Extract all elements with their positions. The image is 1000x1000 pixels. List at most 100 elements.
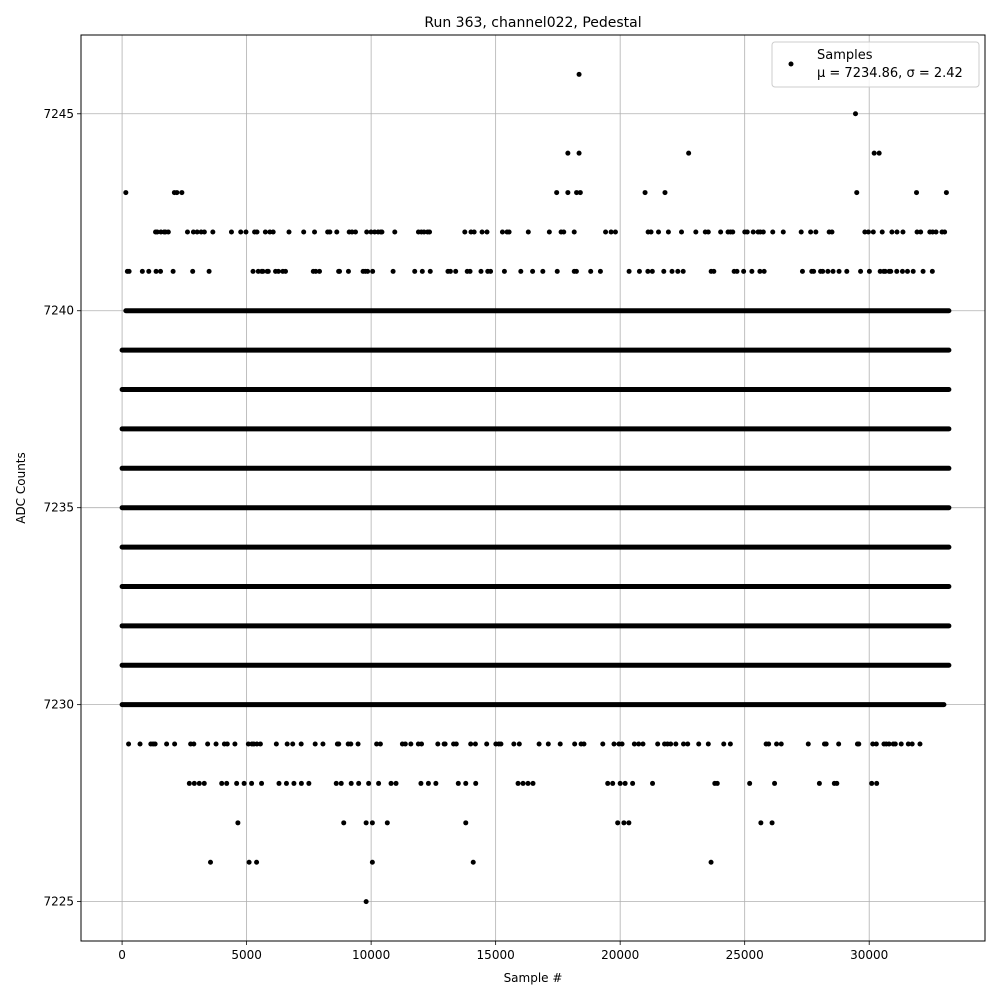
data-point <box>834 780 840 786</box>
data-point <box>196 780 202 786</box>
data-point <box>708 859 714 865</box>
data-point <box>830 268 836 274</box>
y-tick-label: 7230 <box>43 698 74 712</box>
data-point <box>320 741 326 747</box>
data-point <box>914 229 920 235</box>
data-point <box>869 780 875 786</box>
data-point <box>904 268 910 274</box>
data-point <box>235 820 241 826</box>
data-point <box>525 229 531 235</box>
data-point <box>662 190 668 196</box>
data-point <box>574 190 580 196</box>
plot-frame <box>80 34 986 942</box>
data-point <box>617 780 623 786</box>
data-point <box>345 268 351 274</box>
data-point <box>874 780 880 786</box>
data-point <box>316 268 322 274</box>
data-point <box>892 741 898 747</box>
data-point <box>384 820 390 826</box>
data-point <box>478 268 484 274</box>
data-point <box>565 190 571 196</box>
x-tick-label: 25000 <box>726 948 764 962</box>
data-point <box>727 741 733 747</box>
data-point <box>905 741 911 747</box>
x-axis-label: Sample # <box>504 971 563 985</box>
data-point <box>873 741 879 747</box>
y-axis-ticks: 7225 7230 7235 7240 7245 <box>43 107 81 909</box>
data-point <box>573 268 579 274</box>
x-tick-label: 0 <box>118 948 126 962</box>
data-point <box>126 268 132 274</box>
data-point <box>312 741 318 747</box>
data-point <box>836 268 842 274</box>
data-point <box>265 268 271 274</box>
data-point <box>870 229 876 235</box>
data-point <box>630 780 636 786</box>
data-point <box>137 741 143 747</box>
data-point <box>284 741 290 747</box>
data-point <box>772 780 778 786</box>
data-point <box>626 268 632 274</box>
data-point <box>179 190 185 196</box>
data-point <box>741 268 747 274</box>
data-point <box>750 229 756 235</box>
data-point <box>224 780 230 786</box>
data-point <box>918 229 924 235</box>
data-point <box>273 741 279 747</box>
data-point <box>499 229 505 235</box>
data-point <box>679 229 685 235</box>
data-point <box>871 150 877 156</box>
data-point <box>685 741 691 747</box>
data-point <box>557 741 563 747</box>
data-point <box>365 268 371 274</box>
data-point <box>565 150 571 156</box>
data-point <box>388 780 394 786</box>
data-point <box>898 741 904 747</box>
data-point <box>675 268 681 274</box>
data-point <box>468 741 474 747</box>
data-point <box>696 741 702 747</box>
data-point <box>805 741 811 747</box>
legend-series-stats: μ = 7234.86, σ = 2.42 <box>817 66 963 81</box>
x-axis-ticks: 0 5000 10000 15000 20000 25000 30000 <box>118 941 888 962</box>
data-point <box>255 268 261 274</box>
data-point <box>605 780 611 786</box>
data-point <box>194 229 200 235</box>
data-point <box>721 741 727 747</box>
data-point <box>645 268 651 274</box>
data-point <box>442 741 448 747</box>
data-point <box>816 780 822 786</box>
data-point <box>665 229 671 235</box>
data-point <box>249 780 255 786</box>
data-point <box>453 268 459 274</box>
data-point <box>642 190 648 196</box>
data-point <box>184 229 190 235</box>
data-point <box>298 780 304 786</box>
data-point <box>858 268 864 274</box>
data-point <box>612 229 618 235</box>
data-point <box>455 780 461 786</box>
data-point <box>241 780 247 786</box>
data-point <box>648 229 654 235</box>
data-point <box>435 741 441 747</box>
data-point <box>312 229 318 235</box>
y-tick-label: 7240 <box>43 304 74 318</box>
data-point <box>540 268 546 274</box>
data-point <box>761 268 767 274</box>
y-axis-label: ADC Counts <box>14 452 28 524</box>
data-point <box>254 741 260 747</box>
data-point <box>207 859 213 865</box>
data-point <box>536 741 542 747</box>
data-point <box>276 780 282 786</box>
data-point <box>498 741 504 747</box>
data-point <box>349 229 355 235</box>
data-point <box>412 268 418 274</box>
data-point <box>920 268 926 274</box>
data-point <box>705 741 711 747</box>
data-point <box>154 229 160 235</box>
data-point <box>472 741 478 747</box>
data-point <box>930 229 936 235</box>
data-point <box>933 229 939 235</box>
data-point <box>338 780 344 786</box>
